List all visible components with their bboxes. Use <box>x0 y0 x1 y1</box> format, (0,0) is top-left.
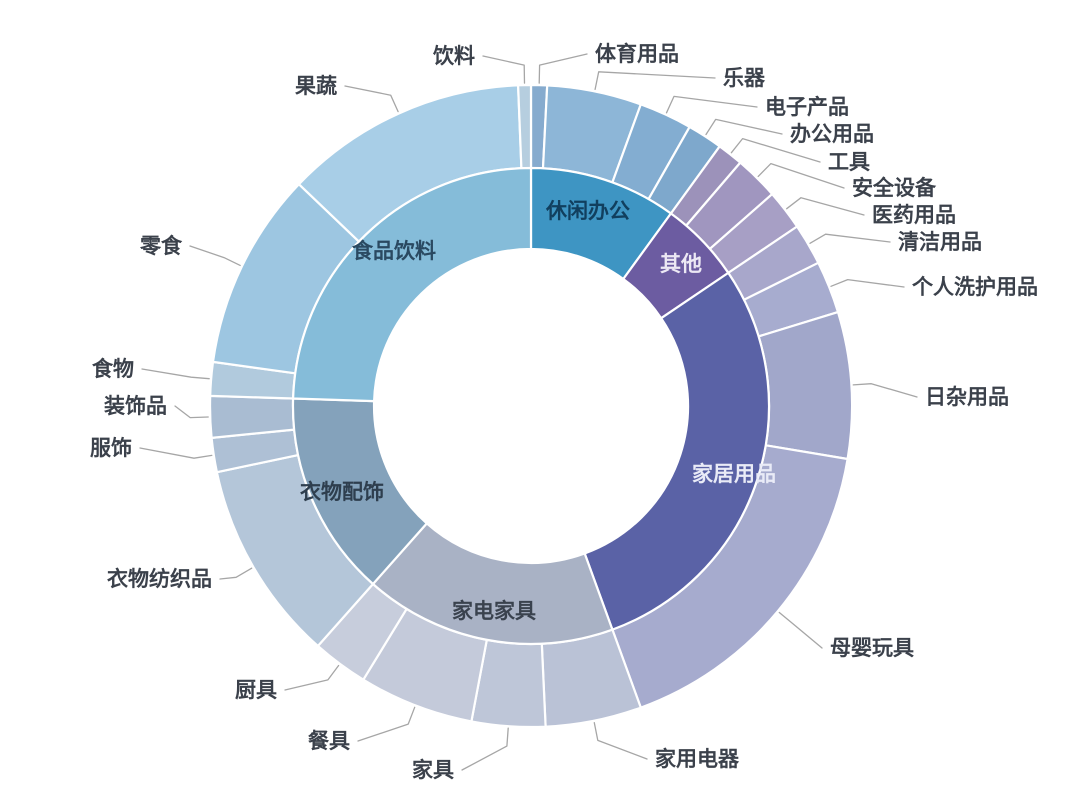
inner-label-leisure-office: 休闲办公 <box>545 200 630 223</box>
leader-line-cleaning-supplies <box>809 233 891 244</box>
inner-label-household-items: 家居用品 <box>692 462 776 486</box>
outer-label-safety-equipment: 安全设备 <box>852 176 937 200</box>
leader-line-snacks <box>189 245 241 267</box>
leader-line-tableware <box>357 706 416 742</box>
leader-line-safety-equipment <box>757 162 845 189</box>
leader-line-apparel <box>139 447 213 459</box>
inner-label-food-beverage: 食品饮料 <box>352 239 436 263</box>
outer-label-daily-sundries: 日杂用品 <box>925 385 1009 409</box>
outer-label-sports-goods: 体育用品 <box>595 42 679 66</box>
inner-label-appliances-furniture: 家电家具 <box>452 599 536 623</box>
leader-line-baby-toys <box>778 611 823 649</box>
outer-segment-beverages[interactable] <box>517 83 533 170</box>
outer-segment-daily-sundries[interactable] <box>757 311 854 461</box>
leader-line-beverages <box>482 55 526 84</box>
outer-label-beverages: 饮料 <box>432 44 475 68</box>
outer-label-cleaning-supplies: 清洁用品 <box>898 230 982 254</box>
leader-line-daily-sundries <box>852 383 918 398</box>
outer-label-apparel: 服饰 <box>90 436 132 460</box>
outer-label-decorations: 装饰品 <box>104 394 167 418</box>
outer-label-clothing-textiles: 衣物纺织品 <box>107 567 212 591</box>
inner-label-other: 其他 <box>660 252 702 276</box>
leader-line-home-appliances <box>593 722 648 760</box>
inner-label-clothing-accessories: 衣物配饰 <box>300 480 384 504</box>
leader-line-clothing-textiles <box>219 567 253 580</box>
leader-line-furniture <box>461 727 509 771</box>
inner-segment-household-items[interactable] <box>583 271 771 631</box>
outer-label-office-supplies: 办公用品 <box>790 123 874 146</box>
outer-label-medical-supplies: 医药用品 <box>872 203 956 227</box>
outer-label-snacks: 零食 <box>139 234 183 258</box>
leader-line-fruits-vegetables <box>344 85 399 113</box>
leader-line-sports-goods <box>538 53 588 84</box>
leader-line-electronics <box>665 95 758 114</box>
leader-line-decorations <box>174 405 209 419</box>
outer-label-home-appliances: 家用电器 <box>655 747 740 771</box>
leader-line-tools <box>730 137 821 163</box>
outer-label-food: 食物 <box>92 357 134 381</box>
outer-label-musical-instruments: 乐器 <box>723 67 766 90</box>
leader-line-medical-supplies <box>786 197 865 216</box>
outer-segment-decorations[interactable] <box>208 394 296 439</box>
leader-line-food <box>141 368 210 380</box>
leader-line-kitchenware <box>284 664 340 691</box>
leader-line-personal-care <box>830 278 905 288</box>
leader-line-musical-instruments <box>594 71 716 91</box>
outer-label-tableware: 餐具 <box>308 729 350 753</box>
inner-segment-food-beverage[interactable] <box>292 166 533 403</box>
outer-label-kitchenware: 厨具 <box>235 679 277 702</box>
outer-label-fruits-vegetables: 果蔬 <box>295 75 337 98</box>
outer-label-personal-care: 个人洗护用品 <box>912 275 1038 299</box>
outer-label-furniture: 家具 <box>412 758 454 782</box>
outer-label-tools: 工具 <box>828 151 870 174</box>
outer-label-baby-toys: 母婴玩具 <box>830 637 914 660</box>
leader-line-office-supplies <box>705 118 783 136</box>
outer-label-electronics: 电子产品 <box>765 95 849 119</box>
